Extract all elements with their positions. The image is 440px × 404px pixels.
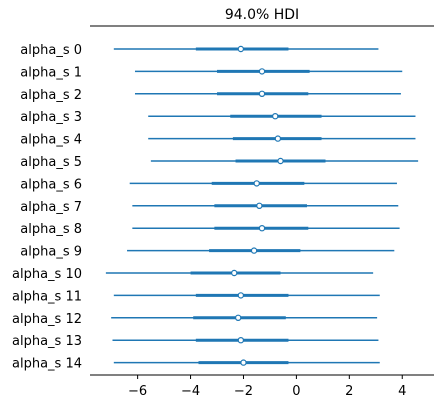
row-label: alpha_s 3 [20,110,82,125]
row-label: alpha_s 13 [12,334,82,349]
x-tick-label: 4 [398,384,406,399]
forest-row: alpha_s 1 [20,65,403,80]
forest-row: alpha_s 2 [20,88,401,103]
row-label: alpha_s 8 [20,222,82,237]
forest-row: alpha_s 6 [20,177,397,192]
x-tick-label: 2 [345,384,353,399]
median-point [237,292,245,299]
forest-row: alpha_s 12 [12,312,378,327]
median-point [258,90,266,98]
row-label: alpha_s 9 [20,245,82,260]
x-tick-label: 0 [292,384,300,399]
row-label: alpha_s 5 [20,155,82,170]
median-point [258,224,266,232]
chart-title: 94.0% HDI [225,7,299,23]
median-point [234,314,242,321]
forest-rows: alpha_s 0 alpha_s 1 alpha_s 2 alpha_s 3 alph… [12,43,419,372]
forest-row: alpha_s 14 [12,357,380,372]
median-point [250,247,258,254]
median-point [258,68,266,75]
forest-row: alpha_s 9 [20,245,395,260]
forest-row: alpha_s 13 [12,334,379,349]
median-point [237,337,245,344]
x-axis-ticks: −6 −4 −2 0 2 4 [128,375,406,399]
forest-row: alpha_s 11 [12,289,380,304]
median-point [231,269,238,277]
median-point [272,112,279,120]
row-label: alpha_s 10 [12,267,82,282]
row-label: alpha_s 0 [20,43,82,58]
row-label: alpha_s 11 [12,289,82,304]
row-label: alpha_s 14 [12,357,82,372]
median-point [256,202,263,209]
median-point [274,135,282,142]
forest-row: alpha_s 5 [20,155,419,170]
forest-row: alpha_s 8 [20,222,400,237]
row-label: alpha_s 6 [20,177,82,192]
row-label: alpha_s 1 [20,65,82,80]
forest-row: alpha_s 10 [12,267,374,282]
forest-row: alpha_s 0 [20,43,379,58]
median-point [237,45,245,53]
forest-row: alpha_s 3 [20,110,416,125]
x-tick-label: −6 [128,384,147,399]
median-point [240,359,247,366]
forest-row: alpha_s 4 [20,133,416,148]
row-label: alpha_s 12 [12,312,82,327]
row-label: alpha_s 7 [20,200,82,215]
row-label: alpha_s 4 [20,133,82,148]
forest-row: alpha_s 7 [20,200,399,215]
median-point [277,157,284,165]
row-label: alpha_s 2 [20,88,82,103]
x-tick-label: −4 [181,384,200,399]
x-tick-label: −2 [234,384,253,399]
median-point [253,180,260,187]
